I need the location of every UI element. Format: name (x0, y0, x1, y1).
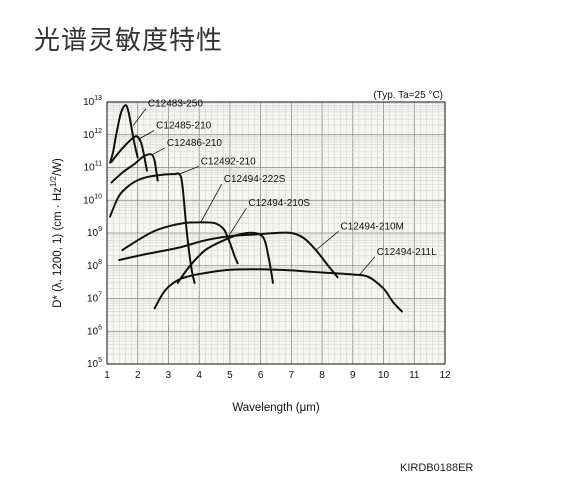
x-tick-label: 8 (319, 370, 325, 381)
series-curve-c12494-210s (176, 231, 274, 284)
series-leader-line (358, 256, 376, 276)
series-leader-line (139, 130, 155, 140)
series-label: C12494-210M (341, 221, 404, 232)
series-layer (109, 104, 403, 313)
series-leader-line (132, 108, 147, 126)
series-leader-line (226, 207, 247, 240)
x-tick-label: 5 (227, 370, 233, 381)
y-tick-label: 106 (87, 324, 102, 337)
x-tick-label: 9 (350, 370, 356, 381)
series-label: C12483-250 (148, 99, 203, 110)
x-tick-label: 7 (289, 370, 295, 381)
series-leader-line (315, 230, 339, 251)
x-tick-label: 12 (439, 370, 451, 381)
x-tick-label: 6 (258, 370, 264, 381)
x-tick-label: 3 (166, 370, 172, 381)
series-leader-line (151, 147, 166, 156)
series-label: C12485-210 (156, 121, 211, 132)
x-tick-label: 10 (378, 370, 390, 381)
x-tick-label: 4 (196, 370, 202, 381)
series-label: C12486-210 (167, 138, 222, 149)
series-curve-c12494-211l (153, 268, 403, 313)
series-curve-c12494-210m (118, 231, 339, 279)
x-axis-label: Wavelength (μm) (232, 402, 320, 414)
document-code: KIRDB0188ER (400, 462, 474, 474)
y-tick-label: 1010 (83, 193, 102, 206)
y-tick-label: 107 (87, 292, 102, 305)
y-tick-label: 1012 (83, 128, 102, 141)
plot-frame (106, 101, 446, 365)
y-tick-label: 105 (87, 357, 102, 370)
series-curve-c12485-210 (110, 135, 148, 172)
y-tick-label: 1011 (84, 161, 102, 174)
y-tick-label: 109 (87, 226, 102, 239)
conditions-note: (Typ. Ta=25 °C) (373, 90, 443, 101)
y-tick-label: 1013 (83, 95, 102, 108)
x-tick-label: 2 (135, 370, 141, 381)
series-curve-c12483-250 (109, 104, 139, 164)
y-tick-label: 108 (87, 259, 102, 272)
x-tick-label: 11 (409, 370, 420, 381)
page-title: 光谱灵敏度特性 (34, 26, 224, 56)
series-curve-c12494-222s (121, 221, 239, 265)
series-leader-line (179, 165, 199, 175)
y-axis-label: D* (λ, 1200, 1) (cm · Hz1/2/W) (49, 158, 64, 308)
series-label: C12494-222S (224, 174, 286, 185)
series-label-layer: C12483-250 C12485-210 C12486-210 C12492-210… (132, 99, 437, 276)
x-tick-label: 1 (104, 370, 110, 381)
series-label: C12494-211L (377, 247, 437, 258)
series-label: C12494-210S (248, 198, 310, 209)
series-label: C12492-210 (201, 156, 256, 167)
series-curve-c12486-210 (110, 153, 159, 184)
series-leader-line (200, 183, 223, 223)
